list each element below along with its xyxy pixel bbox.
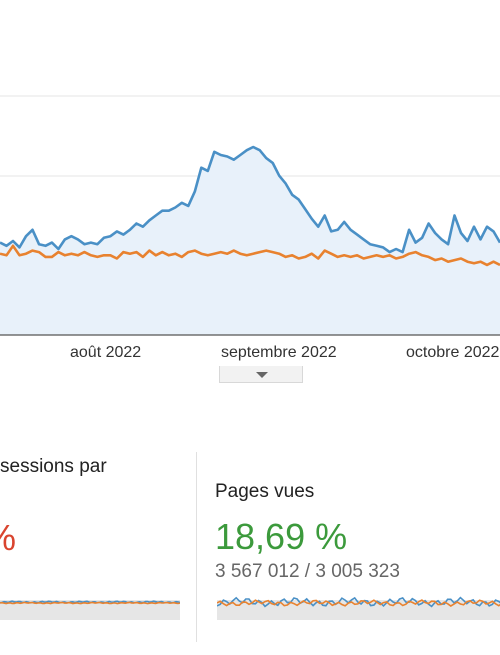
- expand-chart-button[interactable]: [219, 366, 303, 383]
- x-tick-label: août 2022: [70, 344, 142, 361]
- x-tick-label: septembre 2022: [221, 344, 337, 361]
- sparkline-series: [217, 599, 500, 607]
- main-line-chart: [0, 95, 500, 336]
- metric-card-pageviews-comparison: 3 567 012 / 3 005 323: [215, 561, 400, 582]
- chevron-down-icon: [256, 372, 268, 378]
- metric-card-left-sparkline: [0, 600, 180, 620]
- x-tick-label: octobre 2022: [406, 344, 500, 361]
- metric-card-left-title: sessions par: [0, 456, 107, 477]
- series-line-1: [0, 145, 500, 254]
- card-divider: [196, 452, 197, 642]
- metric-card-pageviews-sparkline: [217, 596, 500, 620]
- sparkline-series: [0, 601, 180, 605]
- metric-card-left-value: %: [0, 517, 16, 559]
- series-area-fill: [0, 147, 500, 335]
- metric-card-pageviews-title: Pages vues: [215, 481, 315, 502]
- metric-card-pageviews-value: 18,69 %: [215, 516, 348, 557]
- sparkline-background: [0, 600, 180, 620]
- series-line-2: [0, 244, 500, 267]
